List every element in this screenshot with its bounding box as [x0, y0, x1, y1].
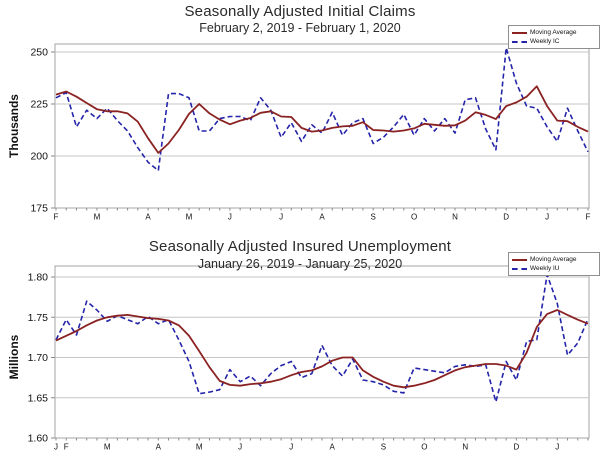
initial-claims-plot-area: 250 225 200 175 F M A M J J A S O N D J F — [30, 43, 591, 222]
x-month-label: M — [186, 213, 193, 222]
legend: Moving Average Weekly IC — [508, 25, 600, 49]
moving-average-line-swatch — [512, 258, 527, 261]
insured-unemployment-plot-area: 1.801.751.701.651.60J F M A M J J A S O N D J — [28, 265, 590, 452]
x-month-label: N — [452, 213, 458, 222]
x-month-label: J — [279, 213, 283, 222]
legend-entry-moving-average: Moving Average — [512, 255, 596, 264]
legend-entry-moving-average: Moving Average — [512, 28, 596, 37]
moving-average-series-line — [55, 309, 589, 389]
legend-entry-weekly-ic: Weekly IC — [512, 37, 596, 46]
legend-label: Moving Average — [530, 29, 577, 36]
x-month-label: J — [54, 443, 58, 452]
y-tick-label: 1.75 — [28, 312, 49, 324]
y-tick-label: 1.80 — [28, 272, 49, 284]
initial-claims-chart: 250 225 200 175 F M A M J J A S O N D J F Seasonally Adj… — [0, 0, 600, 233]
chart-date-range-subtitle: February 2, 2019 - February 1, 2020 — [199, 21, 401, 35]
moving-average-series-line — [55, 85, 589, 154]
legend-label: Weekly IC — [530, 38, 560, 45]
x-month-label: A — [319, 213, 325, 222]
legend-label: Weekly IU — [530, 265, 560, 272]
x-month-label: D — [513, 443, 519, 452]
x-month-label: M — [94, 213, 101, 222]
x-month-label: M — [196, 443, 203, 452]
moving-average-line-swatch — [512, 31, 527, 34]
y-tick-label: 225 — [30, 99, 48, 111]
y-axis-unit-label: Thousands — [7, 94, 21, 159]
x-month-label: S — [370, 213, 375, 222]
x-month-label: M — [104, 443, 111, 452]
insured-unemployment-chart: 1.80 1.75 1.70 1.65 1.60 J F M A M J J A S O N D J Season… — [0, 233, 600, 467]
x-month-label: F — [586, 213, 591, 222]
x-month-label: O — [421, 443, 427, 452]
x-month-label: J — [555, 443, 559, 452]
plot-border — [54, 265, 590, 439]
x-month-label: J — [238, 443, 242, 452]
chart-title: Seasonally Adjusted Insured Unemployment — [148, 238, 452, 255]
x-month-label: F — [54, 213, 59, 222]
y-tick-label: 250 — [30, 47, 48, 59]
y-tick-label: 175 — [30, 203, 48, 215]
x-month-label: S — [381, 443, 386, 452]
y-tick-label: 200 — [30, 151, 48, 163]
x-month-label: J — [545, 213, 549, 222]
y-tick-label: 1.65 — [28, 392, 49, 404]
weekly-line-swatch — [512, 40, 527, 43]
x-month-label: F — [64, 443, 69, 452]
x-month-label: O — [411, 213, 417, 222]
weekly-line-swatch — [512, 267, 527, 270]
x-month-label: J — [228, 213, 232, 222]
legend-entry-weekly-iu: Weekly IU — [512, 264, 596, 273]
x-month-label: J — [289, 443, 293, 452]
y-axis-unit-label: Millions — [7, 334, 21, 380]
weekly-series-line — [55, 273, 589, 403]
y-tick-label: 1.70 — [28, 352, 49, 364]
x-month-label: D — [503, 213, 509, 222]
chart-title: Seasonally Adjusted Initial Claims — [184, 3, 416, 20]
plot-border — [54, 43, 590, 209]
x-month-label: N — [462, 443, 468, 452]
legend: Moving Average Weekly IU — [508, 252, 600, 276]
chart-date-range-subtitle: January 26, 2019 - January 25, 2020 — [197, 257, 403, 271]
y-tick-label: 1.60 — [28, 433, 49, 445]
x-month-label: A — [156, 443, 162, 452]
x-month-label: A — [145, 213, 151, 222]
legend-label: Moving Average — [530, 256, 577, 263]
x-month-label: A — [330, 443, 336, 452]
